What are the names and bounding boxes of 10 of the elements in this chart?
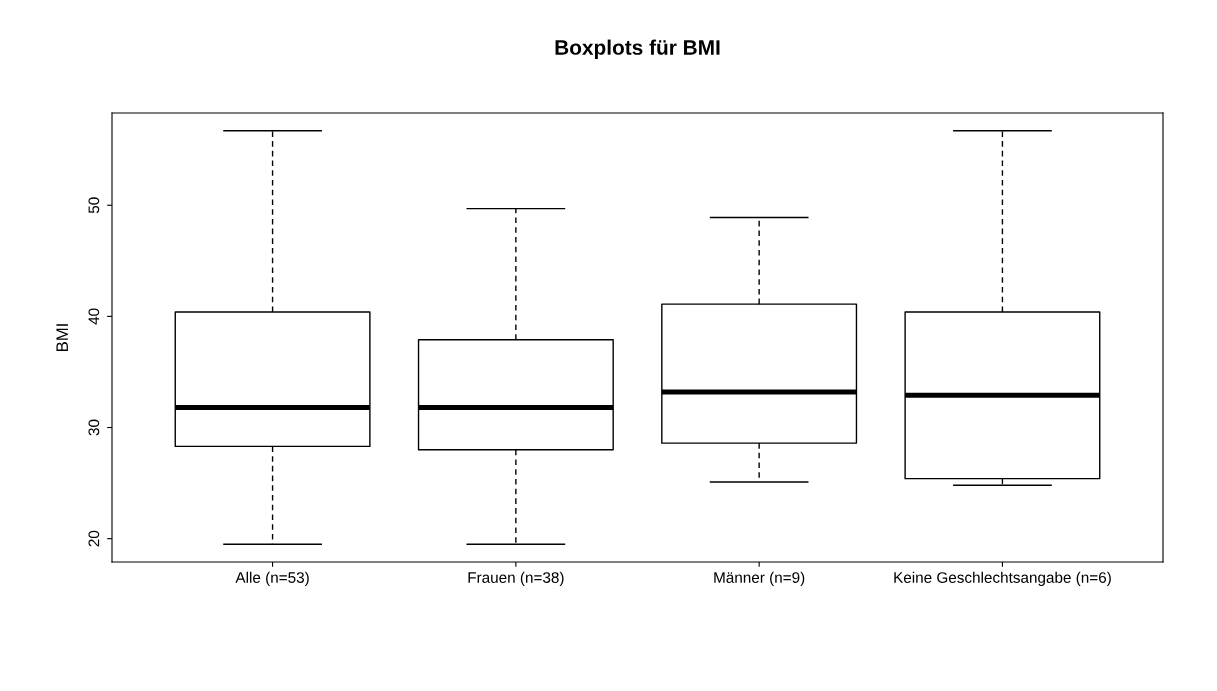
x-tick-label: Alle (n=53) — [235, 571, 309, 586]
x-tick-label: Frauen (n=38) — [468, 571, 564, 586]
chart-title: Boxplots für BMI — [555, 39, 720, 59]
y-tick-label: 20 — [88, 530, 100, 547]
y-tick-label: 40 — [88, 308, 100, 325]
x-tick-label: Keine Geschlechtsangabe (n=6) — [894, 571, 1111, 586]
y-tick-label: 50 — [88, 197, 100, 214]
x-tick-label: Männer (n=9) — [714, 571, 805, 586]
y-tick-label: 30 — [88, 419, 100, 436]
y-axis-title: BMI — [56, 324, 68, 351]
